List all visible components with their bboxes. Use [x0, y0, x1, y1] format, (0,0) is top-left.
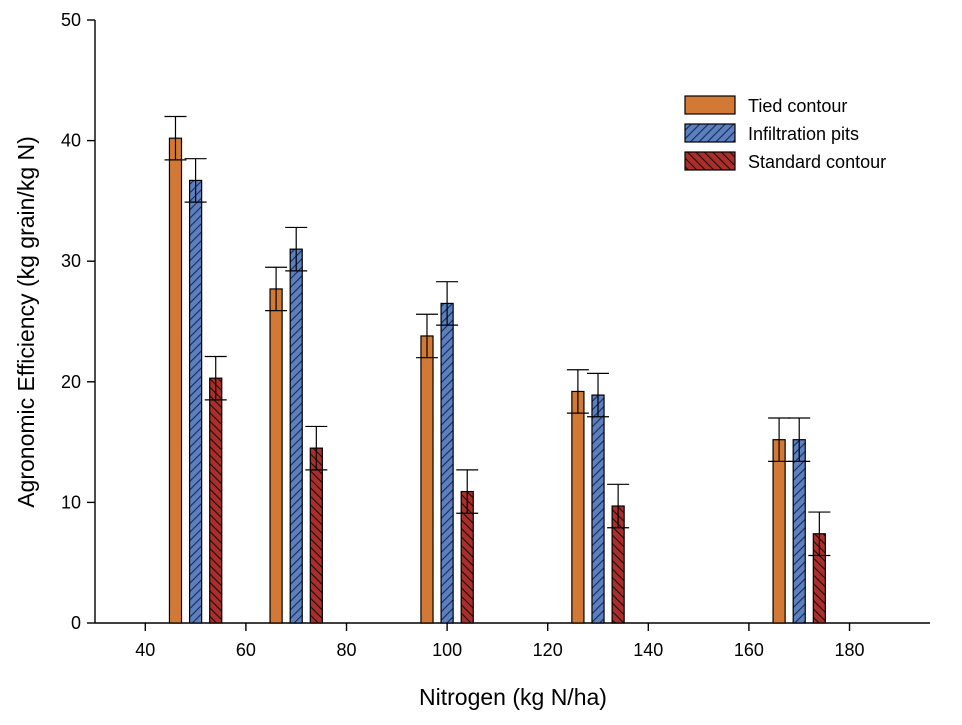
y-tick-label: 0: [71, 613, 81, 633]
bar-infiltration-pits: [591, 394, 605, 624]
bar-infiltration-pits: [289, 248, 303, 624]
bar-tied-contour: [269, 288, 283, 624]
plot-area: 0 10 20 30 40 50 40 60 80 100 120 140 160 180: [61, 10, 930, 660]
y-axis-title: Agronomic Efficiency (kg grain/kg N): [13, 136, 39, 508]
y-tick-label: 40: [61, 131, 81, 151]
legend-swatch: [684, 151, 736, 171]
y-axis-ticks: 0 10 20 30 40 50: [61, 10, 95, 633]
y-tick-label: 30: [61, 251, 81, 271]
x-tick-label: 180: [834, 640, 864, 660]
x-tick-label: 80: [336, 640, 356, 660]
error-bar-group: [164, 115, 831, 557]
x-tick-label: 120: [533, 640, 563, 660]
x-tick-label: 40: [135, 640, 155, 660]
x-axis-ticks: 40 60 80 100 120 140 160 180: [135, 623, 865, 660]
bar-tied-contour: [420, 335, 434, 624]
bar-standard-contour: [309, 447, 323, 624]
x-tick-label: 160: [734, 640, 764, 660]
legend-label: Infiltration pits: [748, 124, 859, 144]
bar-tied-contour: [772, 439, 786, 624]
x-axis-title: Nitrogen (kg N/ha): [419, 684, 607, 710]
legend: Tied contour Infiltration pits Standard co…: [684, 95, 886, 172]
x-tick-label: 140: [633, 640, 663, 660]
bar-tied-contour: [168, 137, 183, 624]
y-tick-label: 20: [61, 372, 81, 392]
x-tick-label: 60: [236, 640, 256, 660]
bar-infiltration-pits: [792, 439, 806, 624]
legend-swatch: [684, 123, 736, 143]
legend-label: Tied contour: [748, 96, 847, 116]
y-tick-label: 50: [61, 10, 81, 30]
bar-standard-contour: [209, 377, 223, 624]
y-tick-label: 10: [61, 492, 81, 512]
bar-infiltration-pits: [188, 179, 203, 624]
bar-tied-contour: [571, 390, 585, 624]
bar-series-group: [168, 137, 826, 624]
legend-swatch: [684, 95, 736, 115]
bar-infiltration-pits: [440, 302, 454, 624]
x-tick-label: 100: [432, 640, 462, 660]
legend-label: Standard contour: [748, 152, 886, 172]
